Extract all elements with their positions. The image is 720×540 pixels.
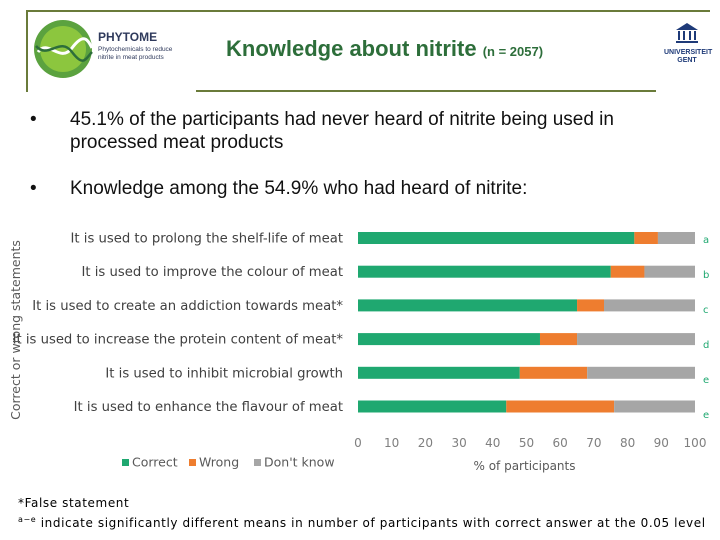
category-label: It is used to prolong the shelf-life of … <box>71 232 343 247</box>
x-tick-label: 40 <box>485 436 500 450</box>
x-tick-label: 50 <box>519 436 534 450</box>
bar-segment <box>519 366 588 379</box>
x-tick-label: 60 <box>553 436 568 450</box>
phytome-logo-icon <box>34 20 94 78</box>
bar-segment <box>577 333 695 346</box>
title-suffix: (n = 2057) <box>482 44 544 59</box>
x-tick-label: 100 <box>684 436 707 450</box>
university-name: UNIVERSITEIT GENT <box>664 49 713 64</box>
significance-letter: d <box>703 340 709 351</box>
legend-label: Wrong <box>199 455 239 470</box>
header-rule-bottom <box>196 90 656 92</box>
y-axis-label: Correct or wrong statements <box>8 240 23 420</box>
bar-segment <box>358 232 635 244</box>
x-tick-label: 90 <box>654 436 669 450</box>
significance-letter: e <box>703 410 709 421</box>
title-main: Knowledge about nitrite <box>226 36 477 61</box>
footnote-significance: a−e indicate significantly different mea… <box>18 515 706 530</box>
legend-label: Don't know <box>264 455 335 470</box>
x-tick-label: 30 <box>451 436 466 450</box>
bar-segment <box>358 400 507 413</box>
bar-segment <box>587 366 695 379</box>
x-tick-label: 80 <box>620 436 635 450</box>
category-label: It is used to inhibit microbial growth <box>105 366 343 381</box>
bullet-item: • Knowledge among the 54.9% who had hear… <box>30 177 710 203</box>
legend-label: Correct <box>132 455 178 470</box>
bar-segment <box>604 299 695 312</box>
footnote-significance-text: indicate significantly different means i… <box>36 516 706 530</box>
legend-swatch <box>122 459 129 466</box>
footnote-significance-prefix: a−e <box>18 515 37 524</box>
category-label: It is used to improve the colour of meat <box>82 265 343 280</box>
significance-letter: b <box>703 270 709 281</box>
x-tick-label: 0 <box>354 436 362 450</box>
bar-segment <box>614 400 695 413</box>
bar-segment <box>657 232 695 244</box>
bullet-dot: • <box>30 178 37 199</box>
university-logo: UNIVERSITEIT GENT <box>664 22 713 72</box>
bar-segment <box>358 299 578 312</box>
bullet-text: 45.1% of the participants had never hear… <box>70 109 614 153</box>
x-tick-label: 10 <box>384 436 399 450</box>
category-label: It is used to enhance the flavour of mea… <box>74 400 343 415</box>
legend-swatch <box>189 459 196 466</box>
slide-header: PHYTOME Phytochemicals to reduce nitrite… <box>26 10 713 92</box>
significance-letter: a <box>703 235 709 246</box>
bar-segment <box>358 265 611 278</box>
significance-letter: e <box>703 375 709 386</box>
legend-swatch <box>254 459 261 466</box>
university-building-icon <box>676 23 698 43</box>
bullet-item: • 45.1% of the participants had never he… <box>30 108 710 158</box>
header-rule-top <box>26 10 710 12</box>
bar-segment <box>634 232 658 244</box>
bar-segment <box>610 265 645 278</box>
category-label: It is used to create an addiction toward… <box>32 299 343 314</box>
x-axis-label: % of participants <box>473 459 575 473</box>
bullet-dot: • <box>30 109 37 130</box>
bar-segment <box>539 333 578 346</box>
bar-segment <box>577 299 605 312</box>
significance-letter: c <box>703 305 709 316</box>
x-tick-label: 20 <box>418 436 433 450</box>
brand-name: PHYTOME <box>98 30 158 44</box>
header-rule-left <box>26 10 28 92</box>
bar-segment <box>358 366 520 379</box>
footnote-false-statement: *False statement <box>18 496 130 510</box>
stacked-bar-chart: It is used to prolong the shelf-life of … <box>8 232 709 474</box>
bar-segment <box>506 400 615 413</box>
category-label: It is used to increase the protein conte… <box>13 333 344 348</box>
bullet-text: Knowledge among the 54.9% who had heard … <box>70 178 528 199</box>
slide-title: Knowledge about nitrite (n = 2057) <box>226 36 543 62</box>
bar-segment <box>358 333 540 346</box>
bar-segment <box>644 265 695 278</box>
x-tick-label: 70 <box>586 436 601 450</box>
brand-tagline: Phytochemicals to reduce nitrite in meat… <box>98 46 173 61</box>
